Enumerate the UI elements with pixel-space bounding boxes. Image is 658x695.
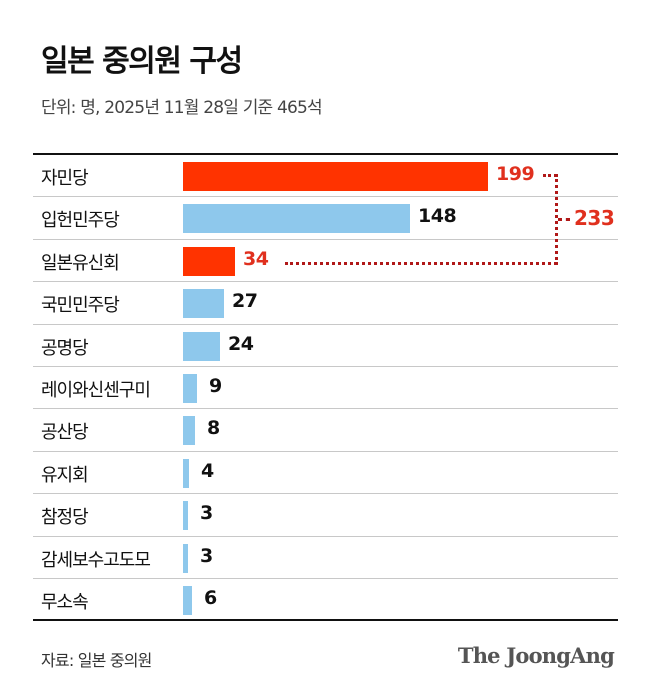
bar: [183, 543, 188, 573]
bar-value: 6: [204, 586, 217, 609]
bar-row: 레이와신센구미 9: [33, 367, 618, 410]
bar: [183, 373, 197, 403]
bar-value: 199: [496, 163, 535, 185]
party-label: 입헌민주당: [41, 210, 120, 232]
party-label: 감세보수고도모: [41, 549, 151, 571]
bar: [183, 246, 235, 276]
bar: [183, 585, 192, 615]
party-label: 참정당: [41, 507, 89, 529]
bar-value: 4: [201, 459, 214, 482]
coalition-connector-sum: [558, 218, 570, 221]
party-label: 유지회: [41, 464, 89, 486]
bar: [183, 204, 410, 234]
bar-row: 감세보수고도모 3: [33, 537, 618, 579]
bar-row: 무소속 6: [33, 579, 618, 621]
party-label: 자민당: [41, 168, 89, 189]
bar: [183, 289, 224, 319]
party-label: 공산당: [41, 422, 89, 444]
bar-row: 입헌민주당 148: [33, 197, 618, 240]
bar-row: 참정당 3: [33, 494, 618, 537]
bar: [183, 162, 488, 191]
party-label: 레이와신센구미: [41, 379, 151, 401]
bar-value: 3: [200, 544, 213, 567]
bar-row: 일본유신회 34: [33, 240, 618, 283]
coalition-bracket: [555, 174, 558, 265]
coalition-connector-bottom: [285, 262, 557, 265]
bottom-rule: [33, 619, 618, 621]
chart-subtitle: 단위: 명, 2025년 11월 28일 기준 465석: [41, 98, 323, 118]
bar-row: 국민민주당 27: [33, 282, 618, 325]
bar: [183, 416, 195, 446]
party-label: 공명당: [41, 337, 89, 359]
coalition-connector-top: [543, 174, 557, 177]
bar-value: 3: [200, 502, 213, 525]
party-label: 무소속: [41, 591, 89, 613]
chart-title: 일본 중의원 구성: [41, 44, 243, 79]
coalition-total: 233: [574, 206, 615, 230]
party-label: 국민민주당: [41, 295, 120, 317]
bar-row: 유지회 4: [33, 452, 618, 495]
top-rule: [33, 153, 618, 155]
bar-value: 8: [207, 417, 220, 440]
party-label: 일본유신회: [41, 252, 120, 274]
bar-row: 공명당 24: [33, 325, 618, 367]
bar-rows: 자민당 199 입헌민주당 148 일본유신회 34 국민민주당 27 공명당 …: [33, 155, 618, 621]
bar-value: 24: [228, 332, 254, 355]
bar-row: 공산당 8: [33, 409, 618, 452]
publisher-logo: The JoongAng: [457, 643, 615, 668]
bar-value: 27: [232, 290, 258, 313]
bar-row: 자민당 199: [33, 155, 618, 198]
bar: [183, 458, 189, 488]
bar-value: 34: [243, 247, 269, 270]
bar: [183, 501, 188, 531]
source-note: 자료: 일본 중의원: [41, 651, 152, 670]
bar: [183, 331, 220, 361]
bar-value: 148: [418, 205, 457, 228]
bar-value: 9: [209, 374, 222, 397]
